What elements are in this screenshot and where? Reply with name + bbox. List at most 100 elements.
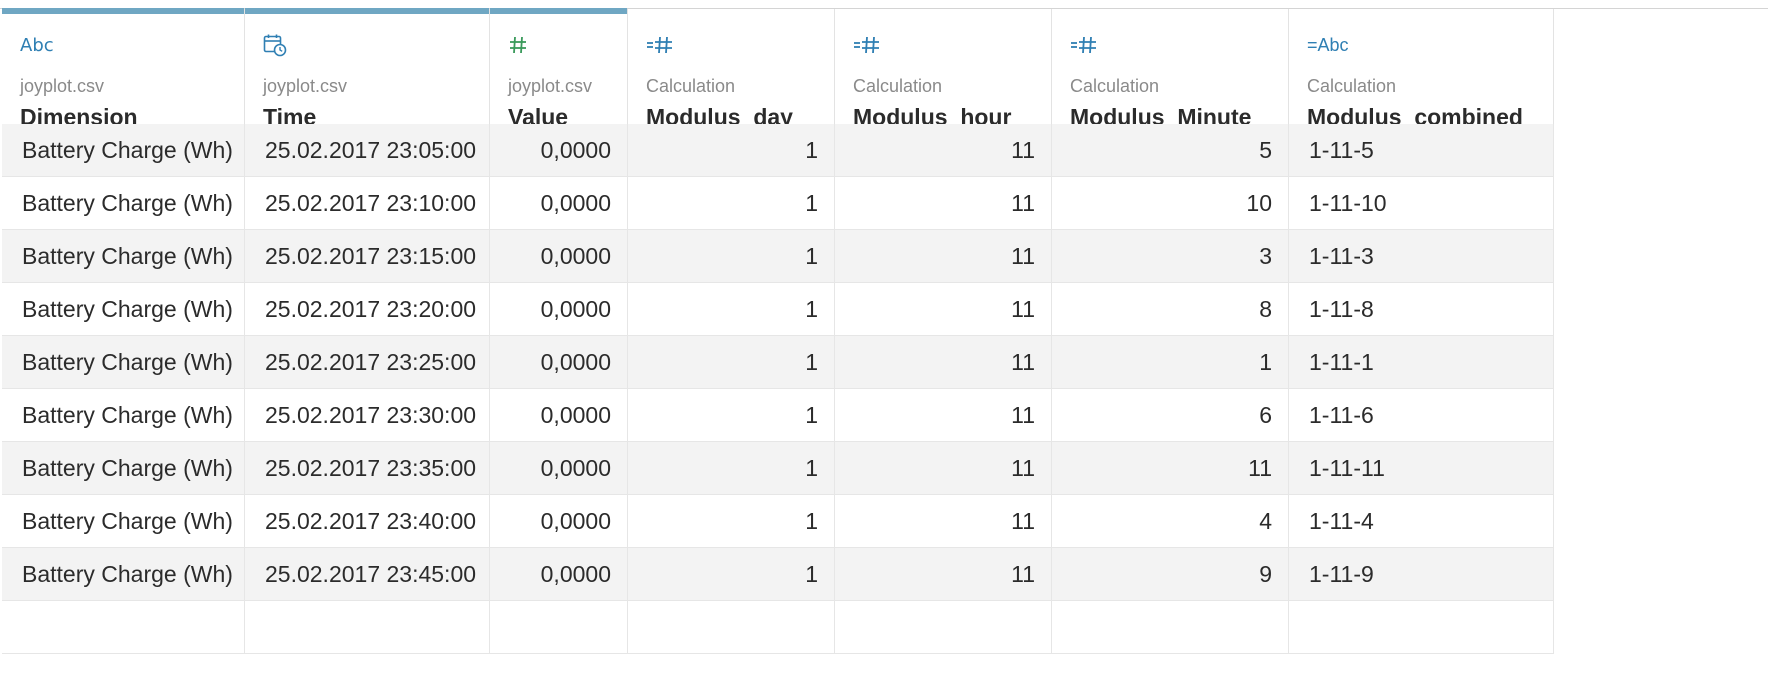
table-cell[interactable]: 10: [1052, 177, 1289, 230]
table-cell[interactable]: Battery Charge (Wh): [2, 336, 245, 389]
table-cell[interactable]: 0,0000: [490, 177, 628, 230]
table-cell[interactable]: 1: [628, 230, 835, 283]
table-cell[interactable]: 0,0000: [490, 442, 628, 495]
calculated-number-icon: [646, 33, 674, 57]
column-header-dimension[interactable]: Abc joyplot.csv Dimension: [2, 8, 245, 140]
table-cell[interactable]: 1: [628, 336, 835, 389]
column-source: joyplot.csv: [508, 76, 593, 96]
table-cell[interactable]: Battery Charge (Wh): [2, 283, 245, 336]
table-cell[interactable]: 11: [835, 336, 1052, 389]
table-cell[interactable]: 11: [1052, 442, 1289, 495]
table-row[interactable]: Battery Charge (Wh) 25.02.2017 23:10:00 0,…: [2, 177, 1768, 230]
table-cell[interactable]: 25.02.2017 23:40:00: [245, 495, 490, 548]
table-row[interactable]: [2, 601, 1768, 654]
table-cell[interactable]: 1: [628, 389, 835, 442]
row-filler: [1554, 548, 1768, 601]
column-header-time[interactable]: joyplot.csv Time: [245, 8, 490, 140]
table-cell[interactable]: 25.02.2017 23:05:00: [245, 124, 490, 177]
column-header-modulus-minute[interactable]: Calculation Modulus_Minute: [1052, 9, 1289, 140]
column-header-modulus-combined[interactable]: =Abc Calculation Modulus_combined: [1289, 9, 1554, 140]
table-cell[interactable]: 6: [1052, 389, 1289, 442]
column-source: Calculation: [853, 76, 943, 96]
table-cell[interactable]: 25.02.2017 23:25:00: [245, 336, 490, 389]
table-cell[interactable]: 25.02.2017 23:30:00: [245, 389, 490, 442]
table-row[interactable]: Battery Charge (Wh) 25.02.2017 23:05:00 0,…: [2, 124, 1768, 177]
table-cell[interactable]: 1: [1052, 336, 1289, 389]
table-cell[interactable]: 11: [835, 124, 1052, 177]
table-cell[interactable]: 11: [835, 389, 1052, 442]
table-row[interactable]: Battery Charge (Wh) 25.02.2017 23:25:00 0,…: [2, 336, 1768, 389]
table-cell[interactable]: 1-11-6: [1289, 389, 1554, 442]
table-cell[interactable]: 11: [835, 548, 1052, 601]
table-cell[interactable]: [245, 601, 490, 654]
table-row[interactable]: Battery Charge (Wh) 25.02.2017 23:30:00 0,…: [2, 389, 1768, 442]
column-header-value[interactable]: joyplot.csv Value: [490, 8, 628, 140]
table-row[interactable]: Battery Charge (Wh) 25.02.2017 23:15:00 0,…: [2, 230, 1768, 283]
table-cell[interactable]: 1: [628, 442, 835, 495]
table-cell[interactable]: 25.02.2017 23:45:00: [245, 548, 490, 601]
table-cell[interactable]: 25.02.2017 23:35:00: [245, 442, 490, 495]
table-cell[interactable]: Battery Charge (Wh): [2, 548, 245, 601]
table-cell[interactable]: 5: [1052, 124, 1289, 177]
table-cell[interactable]: 11: [835, 495, 1052, 548]
row-filler: [1554, 283, 1768, 336]
table-row[interactable]: Battery Charge (Wh) 25.02.2017 23:35:00 0,…: [2, 442, 1768, 495]
table-cell[interactable]: 11: [835, 177, 1052, 230]
table-cell[interactable]: [628, 601, 835, 654]
table-cell[interactable]: 25.02.2017 23:10:00: [245, 177, 490, 230]
table-cell[interactable]: 0,0000: [490, 389, 628, 442]
table-cell[interactable]: Battery Charge (Wh): [2, 442, 245, 495]
table-cell[interactable]: 0,0000: [490, 124, 628, 177]
table-cell[interactable]: Battery Charge (Wh): [2, 124, 245, 177]
table-cell[interactable]: [2, 601, 245, 654]
table-row[interactable]: Battery Charge (Wh) 25.02.2017 23:20:00 0,…: [2, 283, 1768, 336]
table-cell[interactable]: [1052, 601, 1289, 654]
table-cell[interactable]: 1-11-9: [1289, 548, 1554, 601]
table-cell[interactable]: 25.02.2017 23:20:00: [245, 283, 490, 336]
table-cell[interactable]: 25.02.2017 23:15:00: [245, 230, 490, 283]
table-row[interactable]: Battery Charge (Wh) 25.02.2017 23:40:00 0,…: [2, 495, 1768, 548]
calculated-string-icon: =Abc: [1307, 34, 1349, 55]
header-filler: [1554, 9, 1768, 140]
string-type-icon: Abc: [20, 34, 54, 56]
column-header-modulus-day[interactable]: Calculation Modulus_day: [628, 9, 835, 140]
row-filler: [1554, 177, 1768, 230]
table-cell[interactable]: 1-11-4: [1289, 495, 1554, 548]
table-cell[interactable]: 1: [628, 548, 835, 601]
table-cell[interactable]: [835, 601, 1052, 654]
row-filler: [1554, 442, 1768, 495]
table-cell[interactable]: 11: [835, 230, 1052, 283]
top-divider: [0, 8, 1768, 9]
table-cell[interactable]: Battery Charge (Wh): [2, 389, 245, 442]
table-cell[interactable]: 8: [1052, 283, 1289, 336]
table-cell[interactable]: 4: [1052, 495, 1289, 548]
table-cell[interactable]: 0,0000: [490, 283, 628, 336]
table-cell[interactable]: Battery Charge (Wh): [2, 177, 245, 230]
grid-body: Battery Charge (Wh) 25.02.2017 23:05:00 0,…: [2, 124, 1768, 654]
table-cell[interactable]: 1: [628, 124, 835, 177]
table-cell[interactable]: Battery Charge (Wh): [2, 230, 245, 283]
column-header-modulus-hour[interactable]: Calculation Modulus_hour: [835, 9, 1052, 140]
table-cell[interactable]: 1: [628, 495, 835, 548]
table-cell[interactable]: 11: [835, 442, 1052, 495]
table-cell[interactable]: 1-11-8: [1289, 283, 1554, 336]
table-cell[interactable]: 1: [628, 177, 835, 230]
table-cell[interactable]: 1-11-5: [1289, 124, 1554, 177]
table-cell[interactable]: 0,0000: [490, 230, 628, 283]
table-cell[interactable]: [1289, 601, 1554, 654]
column-source: joyplot.csv: [263, 76, 348, 96]
table-cell[interactable]: Battery Charge (Wh): [2, 495, 245, 548]
table-cell[interactable]: 1-11-10: [1289, 177, 1554, 230]
table-cell[interactable]: 0,0000: [490, 495, 628, 548]
table-cell[interactable]: 3: [1052, 230, 1289, 283]
table-cell[interactable]: 1-11-1: [1289, 336, 1554, 389]
table-cell[interactable]: 1: [628, 283, 835, 336]
table-cell[interactable]: [490, 601, 628, 654]
table-cell[interactable]: 0,0000: [490, 336, 628, 389]
table-cell[interactable]: 9: [1052, 548, 1289, 601]
table-cell[interactable]: 1-11-11: [1289, 442, 1554, 495]
table-cell[interactable]: 11: [835, 283, 1052, 336]
table-row[interactable]: Battery Charge (Wh) 25.02.2017 23:45:00 0,…: [2, 548, 1768, 601]
table-cell[interactable]: 0,0000: [490, 548, 628, 601]
table-cell[interactable]: 1-11-3: [1289, 230, 1554, 283]
